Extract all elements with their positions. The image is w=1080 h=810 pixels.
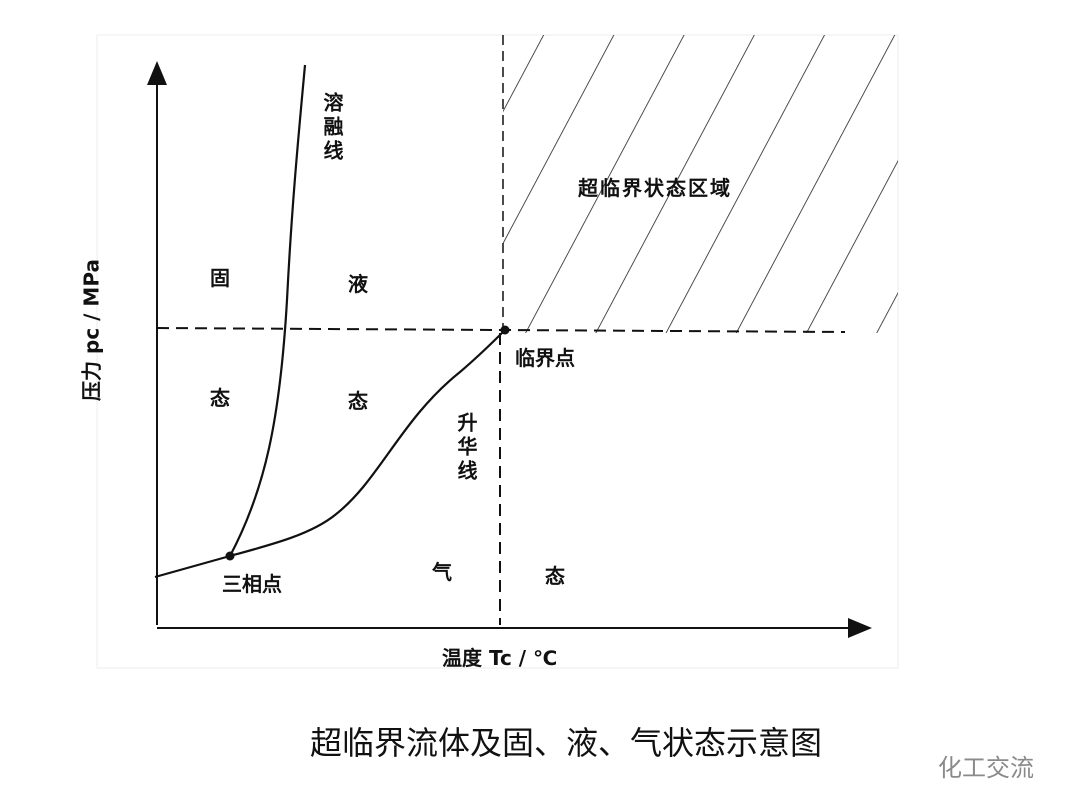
critical-point [500, 325, 510, 335]
phase-label: 态 [545, 564, 565, 588]
watermark: 化工交流 [938, 754, 1034, 782]
phase-label: 气 [432, 560, 452, 584]
triple-point [225, 551, 235, 561]
phase-label: 固 [210, 266, 230, 290]
phase-label: 液 [348, 272, 368, 296]
critical-point-label: 临界点 [515, 346, 575, 370]
melting-line-label: 溶融线 [320, 92, 344, 164]
supercritical-hatch [503, 35, 898, 333]
frame [96, 34, 899, 669]
phase-label: 态 [348, 389, 368, 413]
triple-point-label: 三相点 [222, 572, 282, 596]
sublimation-curve [154, 329, 506, 579]
supercritical-label: 超临界状态区域 [578, 176, 732, 200]
x-axis-label: 温度 Tc / ℃ [442, 646, 558, 670]
sublimation-line-label: 升华线 [454, 412, 478, 484]
y-axis-label: 压力 pc / MPa [79, 259, 104, 401]
melting-curve [229, 64, 307, 557]
caption: 超临界流体及固、液、气状态示意图 [310, 724, 823, 762]
phase-label: 态 [210, 386, 230, 410]
